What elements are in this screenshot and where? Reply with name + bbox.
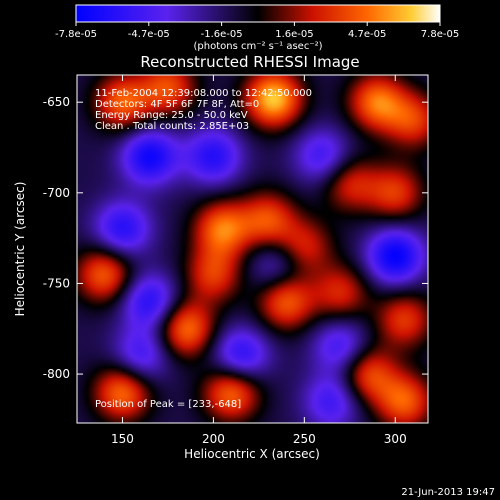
plot-area (77, 75, 428, 423)
colorbar-unit-label: (photons cm⁻² s⁻¹ asec⁻²) (193, 41, 322, 52)
y-axis-label: Heliocentric Y (arcsec) (13, 182, 27, 317)
x-tick-label: 250 (293, 432, 316, 446)
annotation-peak-position: Position of Peak = [233,-648] (95, 399, 241, 410)
colorbar-tick-label: -4.7e-05 (128, 29, 170, 40)
chart-title: Reconstructed RHESSI Image (140, 53, 359, 71)
annotation-detectors: Detectors: 4F 5F 6F 7F 8F, Att=0 (95, 99, 259, 110)
colorbar (75, 4, 441, 23)
x-tick-label: 200 (202, 432, 225, 446)
y-tick-label: -800 (43, 367, 70, 381)
annotation-counts: Clean . Total counts: 2.85E+03 (95, 121, 249, 132)
y-tick-label: -700 (43, 186, 70, 200)
annotation-time-range: 11-Feb-2004 12:39:08.000 to 12:42:50.000 (95, 88, 312, 99)
colorbar-tick-label: -7.8e-05 (55, 29, 97, 40)
y-tick-label: -650 (43, 95, 70, 109)
colorbar-tick-label: 7.8e-05 (421, 29, 459, 40)
x-axis-label: Heliocentric X (arcsec) (184, 447, 320, 461)
footer-timestamp: 21-Jun-2013 19:47 (401, 487, 495, 498)
y-axis-ticks: -650 -700 -750 -800 (43, 95, 428, 381)
colorbar-tick-label: 4.7e-05 (348, 29, 386, 40)
x-tick-label: 150 (111, 432, 134, 446)
colorbar-ticks: -7.8e-05 -4.7e-05 -1.6e-05 1.6e-05 4.7e-05 7.… (55, 22, 459, 40)
colorbar-tick-label: -1.6e-05 (201, 29, 243, 40)
annotation-energy-range: Energy Range: 25.0 - 50.0 keV (95, 110, 248, 121)
y-tick-label: -750 (43, 276, 70, 290)
heatmap-image (77, 75, 428, 423)
x-axis-ticks: 150 200 250 300 (111, 75, 407, 446)
colorbar-tick-label: 1.6e-05 (275, 29, 313, 40)
x-tick-label: 300 (384, 432, 407, 446)
plot-frame (76, 74, 429, 424)
